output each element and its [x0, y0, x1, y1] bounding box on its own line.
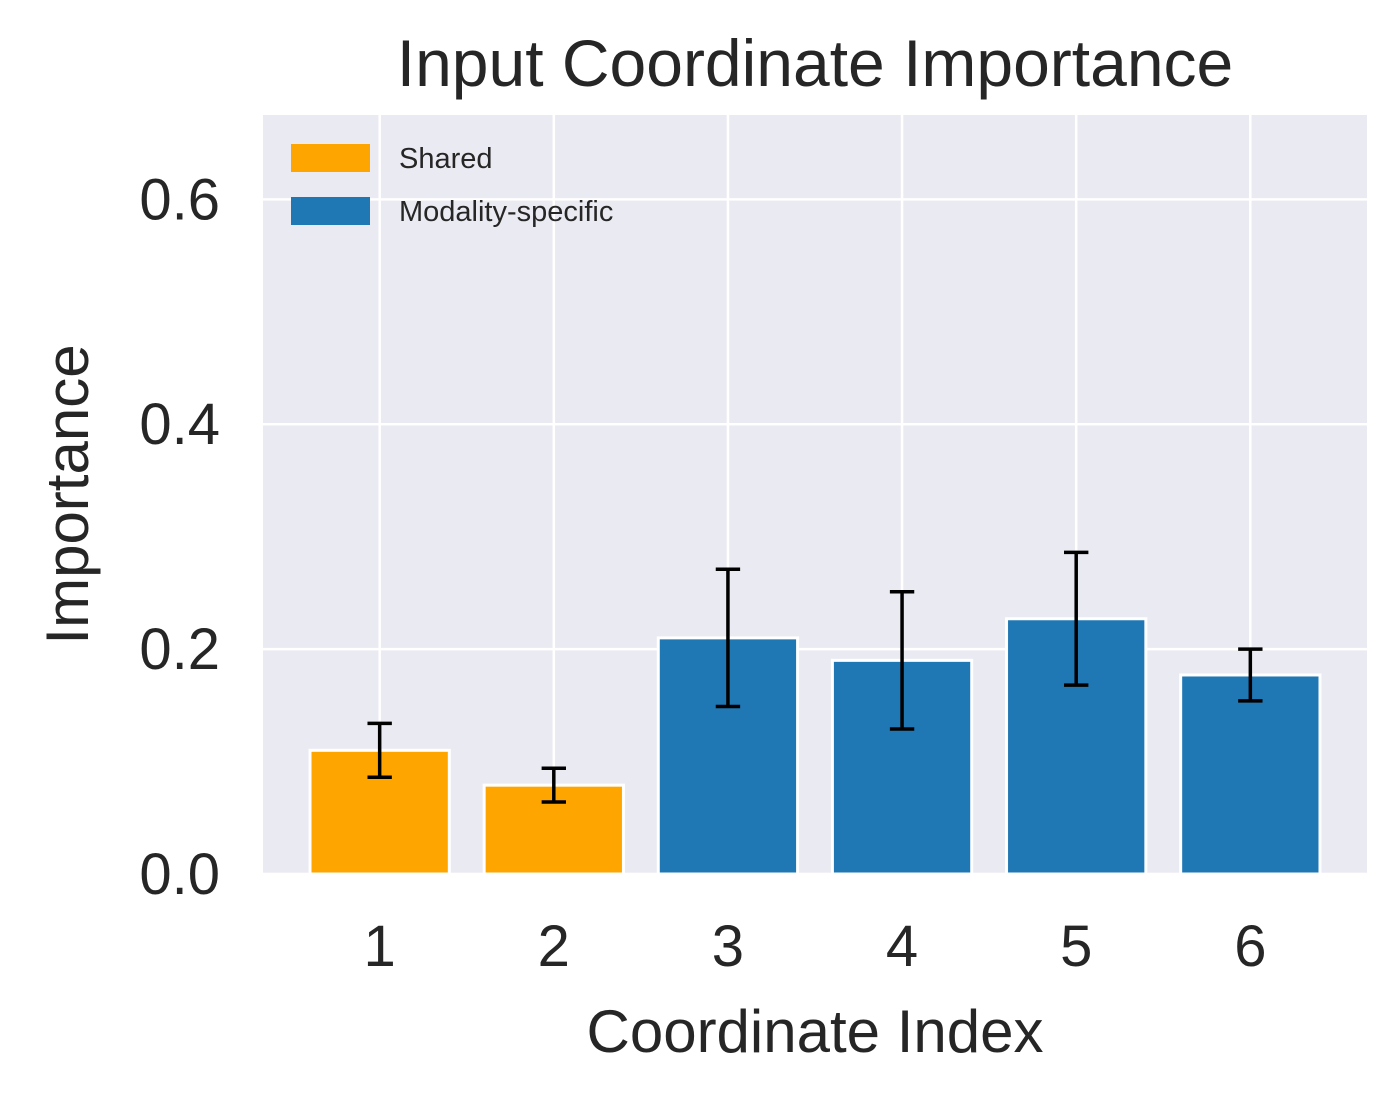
x-tick-label-6: 6 — [1234, 914, 1266, 979]
x-tick-label-4: 4 — [886, 914, 918, 979]
x-tick-label-3: 3 — [712, 914, 744, 979]
y-tick-label: 0.2 — [139, 617, 220, 682]
y-tick-label: 0.4 — [139, 392, 220, 457]
legend-swatch-shared — [291, 144, 370, 172]
tick-labels: 0.0 0.2 0.4 0.6 1 2 3 4 5 6 — [139, 167, 1266, 979]
x-axis-label: Coordinate Index — [587, 998, 1044, 1065]
legend: Shared Modality-specific — [291, 143, 613, 228]
bar-2-shared — [482, 783, 625, 876]
legend-label-shared: Shared — [399, 143, 493, 175]
x-tick-label-1: 1 — [364, 914, 396, 979]
bar-6-modality-specific — [1179, 673, 1322, 876]
y-axis-label: Importance — [34, 344, 101, 644]
y-tick-label: 0.0 — [139, 842, 220, 907]
error-bars — [367, 550, 1263, 804]
x-tick-label-2: 2 — [538, 914, 570, 979]
bar-1-shared — [308, 748, 451, 876]
y-tick-label: 0.6 — [139, 167, 220, 232]
x-tick-label-5: 5 — [1060, 914, 1092, 979]
legend-swatch-modality-specific — [291, 197, 370, 225]
legend-label-modality-specific: Modality-specific — [399, 196, 613, 228]
chart-title: Input Coordinate Importance — [397, 26, 1234, 100]
